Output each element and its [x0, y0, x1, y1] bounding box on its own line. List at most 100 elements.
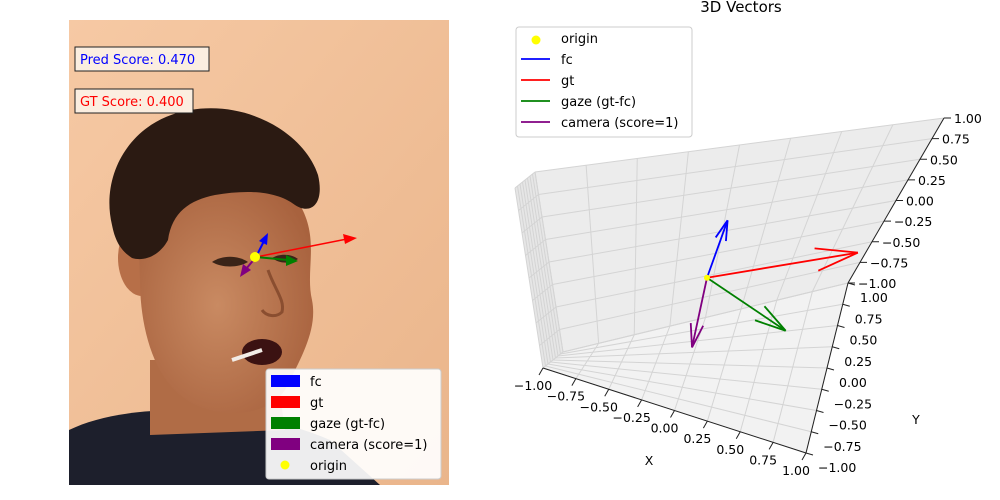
x-axis-label: X	[645, 453, 654, 468]
face-arrow-gaze-head	[286, 255, 298, 266]
x-tick-label-0: −1.00	[514, 378, 552, 393]
grid-left-z-5	[525, 239, 546, 256]
grid-left-y-5	[527, 177, 556, 359]
face-legend-label-origin: origin	[310, 459, 347, 474]
z-tick-label-8: 1.00	[954, 111, 982, 126]
chart-legend-box	[515, 26, 693, 138]
axes-3d: −1.00−1.00−1.00−0.75−0.75−0.75−0.50−0.50…	[514, 111, 982, 478]
grid-left-z-4	[528, 261, 550, 279]
chart-legend-label-origin: origin	[561, 32, 598, 47]
face-origin-point	[250, 252, 260, 262]
x-tick-mark-7	[768, 442, 774, 450]
grid-back-z-7	[538, 138, 933, 195]
face-legend-box	[265, 368, 442, 480]
chart-legend-label-fc: fc	[561, 53, 573, 68]
vector-camera-head-b	[691, 325, 704, 348]
grid-left-z-6	[521, 216, 543, 234]
face-arrow-gt-head	[343, 234, 357, 244]
photo-lollipop-stick	[231, 348, 263, 362]
x-tick-label-5: 0.25	[683, 431, 711, 446]
face-legend-swatch-gaze	[271, 417, 300, 429]
grid-bottom-x-5	[706, 308, 742, 422]
y-tick-mark-7	[842, 303, 850, 307]
face-legend-swatch-camera	[271, 438, 300, 450]
face-image-panel: Pred Score: 0.470 GT Score: 0.400 fc gt …	[69, 20, 449, 485]
vector-gaze-head-a	[754, 319, 786, 332]
chart-legend-label-camera: camera (score=1)	[561, 116, 678, 131]
y-tick-label-5: 0.25	[844, 354, 872, 369]
grid-back-z-6	[541, 158, 921, 218]
x-tick-label-3: −0.25	[612, 410, 650, 425]
face-legend-label-gaze: gaze (gt-fc)	[310, 417, 385, 432]
grid-back-x-6	[776, 131, 843, 301]
z-tick-label-0: −1.00	[858, 276, 896, 291]
y-tick-mark-3	[821, 388, 829, 392]
vector-camera	[691, 277, 708, 348]
origin-point	[704, 274, 710, 281]
x-tick-label-8: 1.00	[782, 463, 810, 478]
face-arrows	[240, 233, 357, 277]
z-tick-label-4: 0.00	[906, 194, 934, 209]
z-tick-label-3: −0.25	[894, 214, 932, 229]
grid-back-x-7	[811, 124, 894, 292]
vector-gt	[706, 251, 859, 279]
chart-title: 3D Vectors	[700, 0, 782, 16]
grid-left-y-7	[532, 173, 561, 355]
gt-score-box: GT Score: 0.400	[74, 88, 194, 114]
face-arrow-fc-head	[259, 233, 268, 245]
z-tick-label-2: −0.50	[882, 235, 920, 250]
y-tick-mark-4	[826, 367, 835, 371]
grid-left-z-7	[518, 194, 539, 211]
grid-back-z-8	[534, 117, 945, 173]
face-legend-marker-origin	[280, 460, 290, 470]
z-tick-label-5: 0.25	[918, 173, 946, 188]
grid-left-y-6	[529, 175, 559, 357]
x-tick-mark-4	[670, 410, 675, 418]
x-tick-mark-6	[735, 431, 741, 439]
y-tick-label-8: 1.00	[860, 290, 888, 305]
vector-gt-head-b	[814, 247, 858, 254]
vector-camera-head-a	[689, 323, 693, 348]
grid-bottom-y-4	[552, 359, 828, 369]
vector-fc-head-a	[725, 220, 729, 242]
vector-fc-head-b	[714, 219, 729, 238]
y-tick-mark-2	[816, 410, 824, 413]
face-arrow-gt	[255, 238, 348, 258]
chart-legend-label-gaze: gaze (gt-fc)	[561, 95, 636, 110]
photo-nose	[260, 269, 285, 318]
y-tick-label-3: −0.25	[834, 396, 872, 411]
grid-back-x-5	[740, 138, 792, 310]
face-legend-label-gt: gt	[310, 396, 323, 411]
x-tick-label-6: 0.50	[716, 442, 744, 457]
pred-score-box: Pred Score: 0.470	[74, 46, 210, 72]
grid-bottom-y-6	[557, 325, 838, 357]
z-tick-label-1: −0.75	[870, 255, 908, 270]
face-legend-swatch-fc	[271, 375, 300, 387]
face-arrow-camera-head	[240, 264, 251, 277]
face-legend: fc gt gaze (gt-fc) camera (score=1) orig…	[265, 368, 442, 480]
grid-bottom-x-7	[772, 291, 813, 443]
face-arrow-gaze	[255, 256, 289, 261]
y-tick-mark-0	[805, 452, 814, 456]
y-axis-label: Y	[911, 412, 920, 427]
y-tick-label-4: 0.00	[839, 375, 867, 390]
z-tick-label-7: 0.75	[942, 132, 970, 147]
grid-left-y-8	[534, 171, 564, 353]
grid-back-z-4	[548, 200, 897, 263]
x-tick-label-4: 0.00	[651, 421, 679, 436]
chart-legend: origin fc gt gaze (gt-fc) camera (score=…	[515, 26, 693, 138]
chart-legend-marker-origin	[531, 35, 541, 45]
y-tick-label-0: −1.00	[818, 460, 856, 475]
vector-gt-head-a	[817, 251, 859, 272]
grid-back-z-5	[545, 179, 909, 240]
x-tick-mark-1	[571, 378, 577, 386]
y-tick-label-2: −0.50	[829, 418, 867, 433]
y-tick-mark-6	[837, 325, 845, 328]
vector-gaze	[706, 277, 787, 332]
vector-gaze-head-b	[763, 305, 787, 332]
y-tick-label-1: −0.75	[823, 439, 861, 454]
x-tick-label-1: −0.75	[547, 389, 585, 404]
x-tick-mark-3	[637, 399, 643, 408]
gt-score-text: GT Score: 0.400	[80, 95, 184, 110]
